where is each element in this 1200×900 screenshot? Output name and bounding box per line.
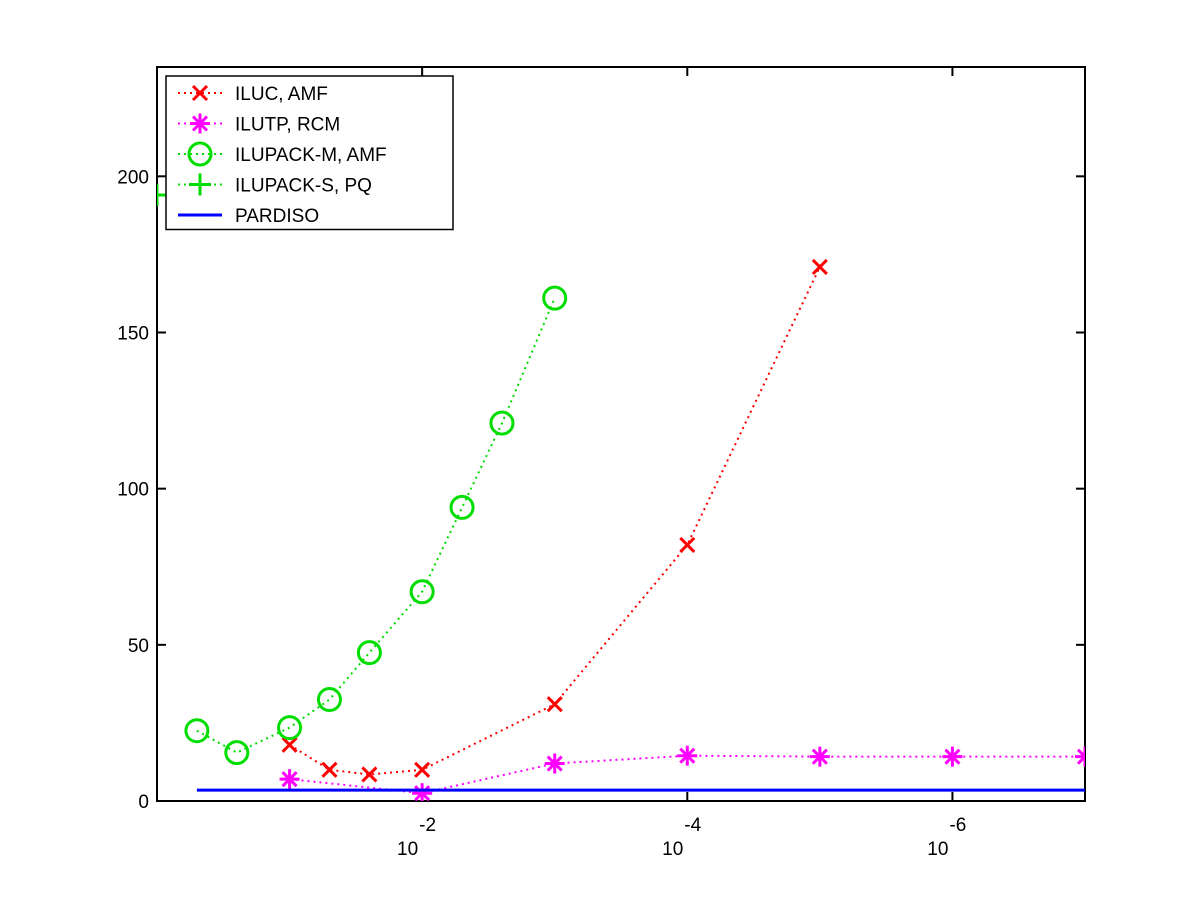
data-point — [184, 718, 210, 744]
legend-box — [165, 75, 454, 231]
data-point — [279, 769, 300, 790]
data-point — [942, 746, 963, 767]
x-tick-label-base: 10 — [397, 839, 418, 860]
data-point — [157, 184, 168, 207]
y-tick-label: 0 — [138, 792, 149, 813]
legend-entry: PARDISO — [178, 206, 319, 227]
data-point — [277, 715, 303, 741]
data-point — [809, 746, 830, 767]
x-tick-label-base: 10 — [662, 839, 683, 860]
legend-entry: ILUPACK-S, PQ — [178, 173, 372, 197]
legend-label: PARDISO — [235, 206, 319, 227]
series-1 — [279, 745, 1085, 801]
y-tick-label: 150 — [117, 323, 149, 344]
legend-label: ILUPACK-M, AMF — [235, 145, 387, 166]
y-tick-label: 100 — [117, 480, 149, 501]
legend-entry: ILUPACK-M, AMF — [178, 141, 387, 167]
legend-entry: ILUC, AMF — [178, 84, 328, 105]
legend-label: ILUC, AMF — [235, 84, 328, 105]
legend-label: ILUPACK-S, PQ — [235, 176, 372, 197]
series-2 — [184, 285, 568, 766]
legend-marker — [190, 113, 210, 134]
legend-entry: ILUTP, RCM — [178, 113, 340, 136]
data-point — [811, 258, 828, 275]
series-layer — [157, 184, 1085, 801]
data-point — [414, 761, 431, 778]
data-point — [356, 640, 382, 666]
series-line — [196, 297, 556, 754]
legend: ILUC, AMF ILUTP, RCM ILUPACK-M, AMF ILUPACK… — [165, 75, 454, 231]
data-point — [281, 736, 298, 753]
data-point — [546, 696, 563, 713]
data-point — [679, 536, 696, 553]
y-tick-label: 50 — [128, 636, 149, 657]
data-point — [1075, 746, 1085, 767]
data-point — [544, 753, 565, 774]
data-point — [409, 579, 435, 605]
data-point — [361, 766, 378, 783]
data-point — [489, 410, 515, 436]
data-point — [449, 494, 475, 520]
y-axis: 0 50 100 150 200 — [117, 167, 1085, 813]
x-tick-label-exponent: -4 — [684, 815, 701, 836]
series-3 — [157, 184, 168, 207]
x-tick-label-exponent: -2 — [419, 815, 436, 836]
data-point — [677, 745, 698, 766]
legend-marker — [187, 141, 213, 167]
x-axis: 10-210-410-6 — [397, 67, 966, 860]
x-tick-label-exponent: -6 — [949, 815, 966, 836]
data-point — [412, 783, 433, 801]
data-point — [224, 740, 250, 766]
y-tick-label: 200 — [117, 167, 149, 188]
legend-label: ILUTP, RCM — [235, 115, 340, 136]
x-tick-label-base: 10 — [927, 839, 948, 860]
legend-marker — [191, 84, 209, 102]
axes-box — [156, 66, 1086, 802]
data-point — [542, 285, 568, 311]
series-0 — [281, 258, 828, 783]
legend-marker — [189, 173, 211, 196]
data-point — [316, 686, 342, 712]
data-point — [321, 761, 338, 778]
